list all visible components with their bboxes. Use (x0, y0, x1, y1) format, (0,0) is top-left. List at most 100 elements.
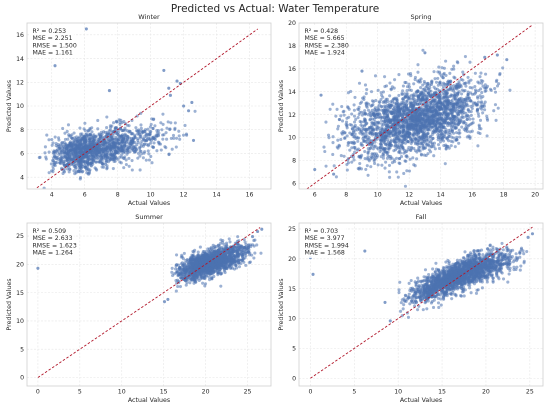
spring-point (414, 111, 418, 116)
spring-point (476, 144, 480, 148)
spring-point (401, 113, 405, 117)
winter-point (94, 160, 98, 164)
spring-point (416, 63, 420, 67)
spring-point (497, 82, 501, 86)
winter-point (61, 171, 65, 176)
spring-point (453, 117, 457, 121)
winter-point (125, 139, 129, 143)
winter-point (96, 137, 100, 141)
spring-point (397, 93, 401, 97)
winter-point (146, 144, 150, 148)
winter-point (51, 141, 55, 145)
spring-point (360, 132, 364, 136)
spring-x-tick-label: 20 (531, 192, 539, 199)
spring-point (460, 92, 464, 96)
spring-point (454, 122, 458, 126)
winter-point (50, 137, 54, 142)
spring-point (390, 161, 395, 165)
winter-point (72, 131, 76, 135)
spring-point (375, 124, 379, 128)
winter-outlier-point (107, 89, 111, 93)
spring-point (386, 140, 390, 144)
winter-point (80, 152, 85, 156)
spring-point (389, 87, 394, 91)
winter-point (98, 154, 103, 158)
winter-point (109, 152, 113, 156)
spring-point (372, 117, 376, 121)
winter-point (85, 171, 89, 175)
spring-point (436, 95, 440, 100)
spring-point (459, 116, 463, 120)
winter-point (85, 168, 89, 172)
winter-point (57, 138, 61, 142)
spring-point (404, 103, 409, 107)
summer-point (175, 253, 179, 257)
spring-point (429, 89, 433, 93)
spring-point (419, 128, 423, 132)
spring-point (353, 95, 357, 99)
spring-point (419, 153, 424, 157)
spring-point (448, 108, 452, 112)
winter-point (63, 154, 67, 158)
winter-point (86, 146, 90, 150)
winter-point (45, 133, 49, 137)
spring-point (493, 90, 498, 94)
spring-point (446, 139, 451, 143)
spring-point (429, 118, 433, 122)
spring-point (324, 120, 328, 124)
spring-point (451, 114, 455, 119)
spring-point (464, 121, 468, 126)
winter-outlier-point (182, 104, 186, 108)
spring-point (465, 117, 469, 121)
spring-point (409, 141, 413, 145)
spring-point (397, 73, 401, 77)
winter-point (42, 186, 46, 189)
winter-point (49, 162, 53, 166)
spring-point (342, 154, 346, 158)
spring-point (432, 154, 436, 158)
spring-point (380, 125, 384, 129)
spring-point (464, 84, 468, 88)
spring-point (412, 163, 416, 167)
winter-point (101, 162, 105, 166)
spring-point (429, 93, 433, 97)
spring-point (376, 147, 380, 151)
spring-point (397, 111, 402, 115)
spring-point (332, 164, 336, 168)
spring-point (414, 100, 418, 104)
spring-point (368, 117, 373, 121)
spring-point (408, 157, 412, 161)
spring-point (364, 129, 368, 133)
winter-stat-line: MAE = 1.161 (33, 50, 73, 57)
spring-point (432, 141, 436, 145)
spring-point (479, 71, 483, 75)
spring-point (424, 153, 428, 158)
winter-point (122, 166, 126, 170)
spring-point (386, 147, 390, 151)
winter-title: Winter (138, 13, 160, 21)
winter-y-tick-label: 12 (16, 79, 24, 86)
winter-point (69, 157, 73, 161)
winter-point (161, 137, 165, 141)
spring-outlier-point (505, 58, 509, 62)
winter-point (151, 126, 155, 130)
spring-point (452, 136, 456, 140)
spring-point (407, 134, 411, 139)
spring-point (481, 111, 485, 115)
spring-point (392, 104, 396, 108)
winter-point (88, 142, 92, 146)
spring-point (431, 121, 435, 125)
spring-point (395, 170, 399, 174)
spring-point (457, 128, 461, 132)
spring-point (478, 131, 482, 136)
spring-point (433, 102, 437, 106)
spring-point (351, 130, 355, 134)
spring-point (453, 126, 457, 130)
winter-point (81, 160, 85, 164)
spring-point (322, 145, 326, 149)
winter-y-tick-label: 16 (16, 32, 24, 39)
winter-point (67, 164, 71, 168)
spring-panel: 6 8 10 12 14 16 18 2068101214161820SpringActual… (278, 13, 544, 207)
spring-point (361, 127, 365, 131)
